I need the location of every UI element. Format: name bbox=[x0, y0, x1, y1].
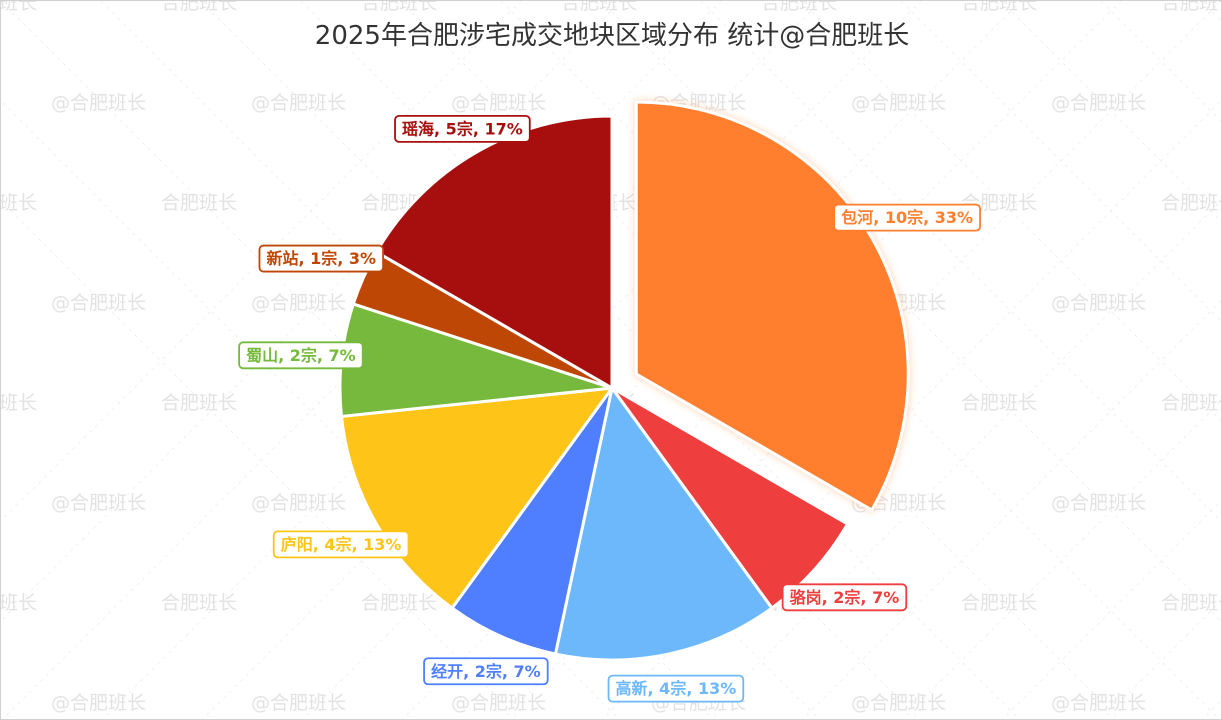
watermark-line bbox=[800, 1, 1221, 422]
data-label-text: 经开, 2宗, 7% bbox=[431, 662, 541, 681]
chart-title: 2025年合肥涉宅成交地块区域分布 统计@合肥班长 bbox=[315, 21, 909, 51]
data-label-box bbox=[272, 530, 410, 559]
watermark-line bbox=[802, 300, 1221, 719]
data-label-高新: 高新, 4宗, 13% bbox=[607, 674, 745, 703]
watermark-line bbox=[1, 200, 520, 719]
watermark-text: 合肥班长 bbox=[361, 1, 437, 14]
pie-slice-骆岗 bbox=[610, 386, 850, 610]
data-label-box bbox=[781, 583, 908, 612]
watermark-text: @合肥班长 bbox=[251, 692, 346, 714]
data-label-box bbox=[423, 657, 549, 686]
data-label-box bbox=[833, 203, 981, 232]
data-label-text: 蜀山, 2宗, 7% bbox=[246, 346, 356, 365]
watermark-text: 合肥班长 bbox=[961, 1, 1037, 14]
data-label-瑶海: 瑶海, 5宗, 17% bbox=[394, 114, 531, 143]
watermark-text: @合肥班长 bbox=[251, 492, 346, 514]
watermark-text: 合肥班长 bbox=[1161, 392, 1222, 414]
label-layer: 包河, 10宗, 33% 骆岗, 2宗, 7% 高新, 4宗, 13% 经开, 2宗,… bbox=[238, 114, 981, 703]
watermark-line bbox=[900, 1, 1221, 322]
watermark-text: 合肥班长 bbox=[1, 392, 37, 414]
watermark-line bbox=[500, 1, 1220, 719]
watermark-text: @合肥班长 bbox=[451, 92, 546, 114]
data-label-box bbox=[607, 674, 745, 703]
watermark-text: @合肥班长 bbox=[851, 92, 946, 114]
pie-slice-高新 bbox=[553, 386, 774, 662]
watermark-text: 合肥班长 bbox=[1161, 592, 1222, 614]
data-label-包河: 包河, 10宗, 33% bbox=[833, 203, 981, 232]
watermark-text: 合肥班长 bbox=[1161, 192, 1222, 214]
pie-slice-瑶海 bbox=[374, 114, 614, 390]
data-label-庐阳: 庐阳, 4宗, 13% bbox=[272, 530, 410, 559]
watermark-text: 合肥班长 bbox=[561, 1, 637, 14]
pie-slice-经开 bbox=[450, 386, 614, 656]
watermark-text: 合肥班长 bbox=[1161, 1, 1222, 14]
watermark-text: @合肥班长 bbox=[51, 92, 146, 114]
data-label-box bbox=[238, 341, 364, 370]
data-label-蜀山: 蜀山, 2宗, 7% bbox=[238, 341, 364, 370]
watermark-text: @合肥班长 bbox=[451, 692, 546, 714]
watermark-line bbox=[302, 1, 1022, 719]
data-label-新站: 新站, 1宗, 3% bbox=[258, 244, 384, 273]
watermark-text: 合肥班长 bbox=[761, 1, 837, 14]
data-label-text: 高新, 4宗, 13% bbox=[616, 679, 737, 698]
slice-layer bbox=[338, 100, 910, 662]
watermark-text: 合肥班长 bbox=[161, 192, 237, 214]
watermark-line bbox=[700, 1, 1221, 522]
watermark-text: @合肥班长 bbox=[51, 692, 146, 714]
watermark-line bbox=[902, 400, 1221, 719]
data-label-box bbox=[394, 114, 531, 143]
data-label-经开: 经开, 2宗, 7% bbox=[423, 657, 549, 686]
watermark-line bbox=[1002, 500, 1221, 719]
watermark-text: 合肥班长 bbox=[961, 592, 1037, 614]
watermark-text: @合肥班长 bbox=[851, 692, 946, 714]
watermark-text: @合肥班长 bbox=[51, 492, 146, 514]
data-label-box bbox=[258, 244, 384, 273]
data-label-text: 新站, 1宗, 3% bbox=[266, 249, 376, 268]
watermark-text: @合肥班长 bbox=[1051, 692, 1146, 714]
data-label-text: 包河, 10宗, 33% bbox=[841, 208, 973, 227]
watermark-line bbox=[202, 1, 922, 719]
watermark-text: 合肥班长 bbox=[1, 592, 37, 614]
data-label-骆岗: 骆岗, 2宗, 7% bbox=[781, 583, 908, 612]
watermark-text: 合肥班长 bbox=[361, 592, 437, 614]
watermark-line bbox=[1000, 1, 1221, 222]
watermark-text: @合肥班长 bbox=[1051, 492, 1146, 514]
watermark-text: @合肥班长 bbox=[1051, 292, 1146, 314]
watermark-text: 合肥班长 bbox=[161, 1, 237, 14]
watermark-text: @合肥班长 bbox=[1051, 92, 1146, 114]
watermark-text: @合肥班长 bbox=[251, 292, 346, 314]
watermark-text: 合肥班长 bbox=[161, 592, 237, 614]
data-label-text: 骆岗, 2宗, 7% bbox=[790, 588, 900, 607]
watermark-text: 合肥班长 bbox=[1, 1, 37, 14]
watermark-text: @合肥班长 bbox=[51, 292, 146, 314]
data-label-text: 庐阳, 4宗, 13% bbox=[281, 535, 402, 554]
watermark-text: 合肥班长 bbox=[161, 392, 237, 414]
data-label-text: 瑶海, 5宗, 17% bbox=[402, 119, 523, 138]
watermark-text: @合肥班长 bbox=[251, 92, 346, 114]
watermark-text: 合肥班长 bbox=[961, 392, 1037, 414]
watermark-text: 合肥班长 bbox=[1, 192, 37, 214]
